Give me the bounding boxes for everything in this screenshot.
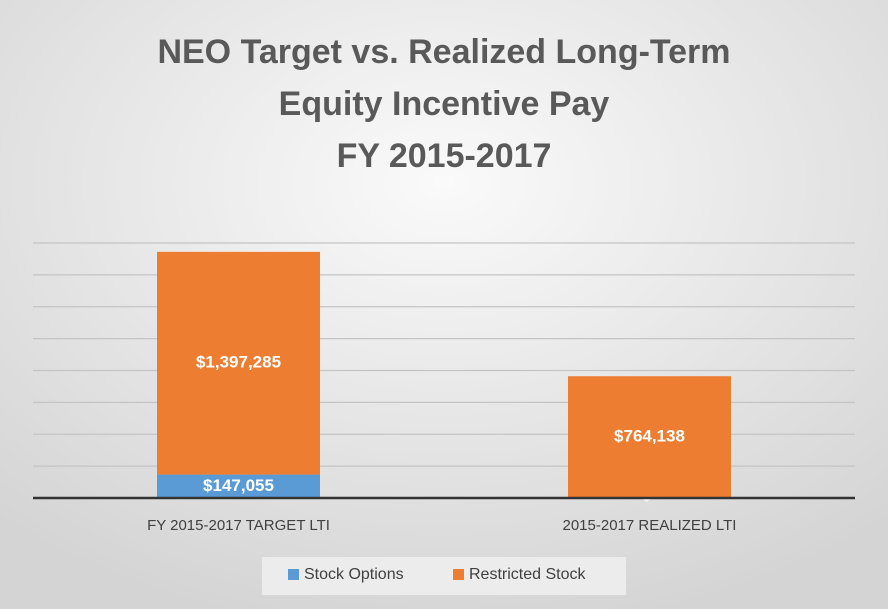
legend-swatch bbox=[288, 569, 299, 580]
legend-swatch bbox=[453, 569, 464, 580]
chart-title: NEO Target vs. Realized Long-Term bbox=[157, 33, 730, 71]
x-tick-label: 2015-2017 REALIZED LTI bbox=[563, 517, 737, 534]
legend-box bbox=[262, 557, 626, 595]
x-tick-label: FY 2015-2017 TARGET LTI bbox=[147, 517, 330, 534]
legend-label: Stock Options bbox=[304, 566, 404, 583]
chart-title: Equity Incentive Pay bbox=[279, 85, 610, 123]
bar-segment bbox=[568, 376, 731, 498]
data-label: $1,397,285 bbox=[196, 353, 281, 372]
bar-segment bbox=[157, 474, 320, 498]
chart-title: FY 2015-2017 bbox=[337, 137, 552, 175]
legend-label: Restricted Stock bbox=[469, 566, 586, 583]
data-label: $147,055 bbox=[203, 476, 274, 495]
bar-segment bbox=[157, 251, 320, 475]
data-label: $764,138 bbox=[614, 427, 685, 446]
